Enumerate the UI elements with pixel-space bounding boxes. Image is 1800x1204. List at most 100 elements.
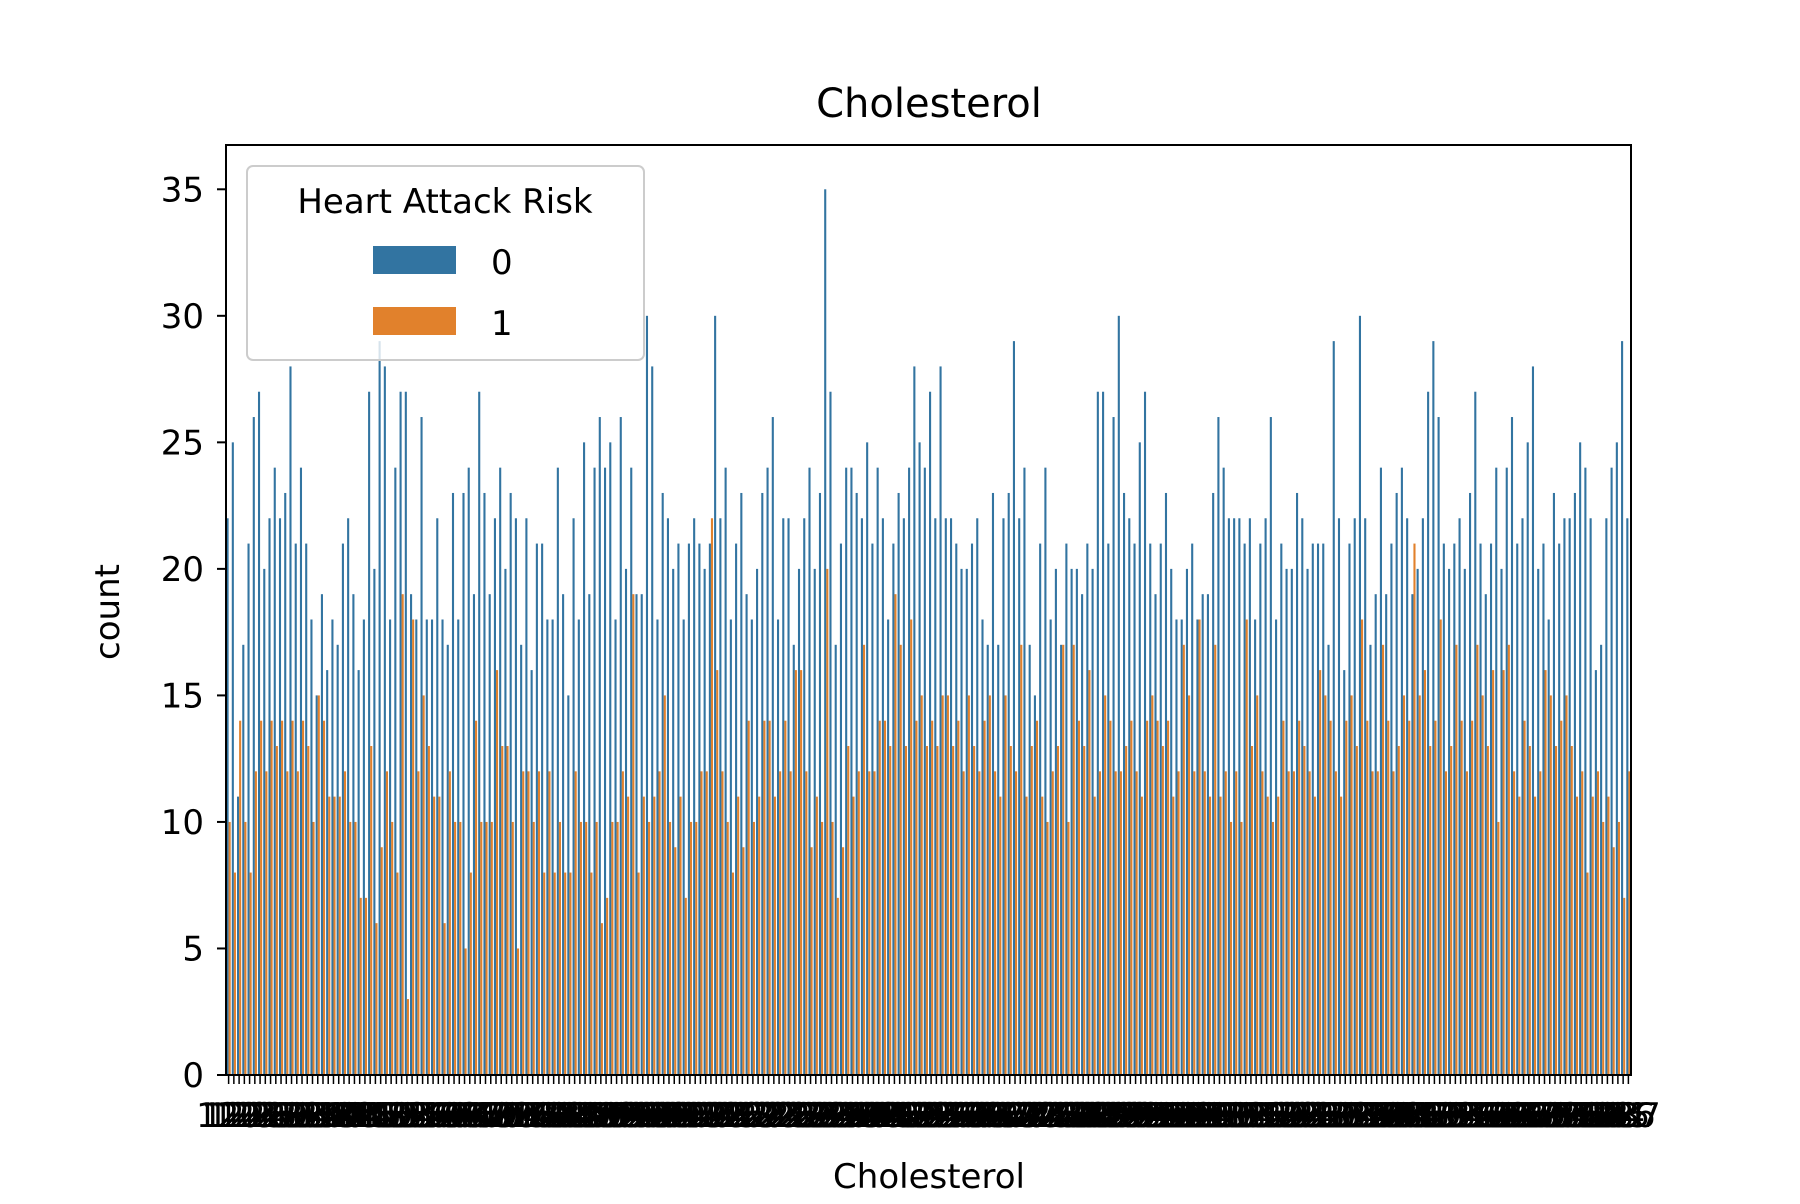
bar-series-0 <box>687 543 690 1075</box>
bar-series-0 <box>813 568 816 1075</box>
bar-series-0 <box>1453 543 1456 1075</box>
bar-series-0 <box>1411 594 1414 1075</box>
bar-series-1 <box>380 847 383 1075</box>
bar-series-1 <box>1051 771 1054 1075</box>
bar-series-0 <box>1589 518 1592 1075</box>
bar-series-1 <box>952 746 955 1075</box>
x-tick-label: 326 <box>1276 1096 1341 1136</box>
x-tick-label: 276 <box>1014 1096 1079 1136</box>
bar-series-0 <box>1039 543 1042 1075</box>
bar-series-0 <box>231 442 234 1076</box>
x-tick-label: 370 <box>1507 1096 1572 1136</box>
x-tick-label: 296 <box>1119 1096 1184 1136</box>
bar-series-1 <box>810 847 813 1075</box>
x-tick-label: 264 <box>951 1096 1016 1136</box>
bar-series-0 <box>509 492 512 1076</box>
x-tick-label: 252 <box>888 1096 953 1136</box>
bar-series-0 <box>1102 391 1105 1076</box>
x-tick-label: 341 <box>1355 1096 1420 1136</box>
bar-series-1 <box>773 796 776 1075</box>
y-axis: 0 5 10 15 20 25 30 35 <box>161 170 226 1096</box>
x-tick-label: 137 <box>285 1096 350 1136</box>
bar-series-0 <box>682 619 685 1075</box>
legend-swatch-series-0 <box>373 246 456 274</box>
bar-series-0 <box>1133 543 1136 1075</box>
y-tick-label: 25 <box>161 423 204 463</box>
bar-series-0 <box>614 619 617 1075</box>
bar-series-0 <box>1432 341 1435 1075</box>
bar-series-1 <box>569 872 572 1075</box>
bar-series-0 <box>619 417 622 1075</box>
bar-series-1 <box>1481 695 1484 1075</box>
bar-series-0 <box>1296 492 1299 1076</box>
bar-series-0 <box>1201 594 1204 1075</box>
bar-series-0 <box>808 467 811 1075</box>
bar-series-0 <box>955 543 958 1075</box>
x-tick-label: 171 <box>464 1096 529 1136</box>
bar-series-1 <box>663 695 666 1075</box>
x-tick-label: 365 <box>1481 1096 1546 1136</box>
bar-series-0 <box>430 619 434 1075</box>
bar-series-0 <box>1170 568 1173 1075</box>
x-tick-label: 189 <box>558 1096 623 1136</box>
x-tick-label: 322 <box>1255 1096 1320 1136</box>
x-tick-label: 140 <box>301 1096 366 1136</box>
x-tick-label: 152 <box>364 1096 429 1136</box>
bar-series-1 <box>406 999 409 1075</box>
x-tick-label: 242 <box>836 1096 901 1136</box>
x-tick-label: 377 <box>1543 1096 1608 1136</box>
x-tick-label: 379 <box>1554 1096 1619 1136</box>
bar-series-1 <box>417 771 420 1075</box>
bar-series-1 <box>370 746 373 1075</box>
x-tick-label: 123 <box>212 1096 277 1136</box>
x-tick-label: 191 <box>568 1096 633 1136</box>
bar-series-0 <box>583 442 586 1076</box>
bar-series-1 <box>1009 746 1012 1075</box>
bar-series-1 <box>516 948 520 1075</box>
bar-series-1 <box>480 821 483 1075</box>
x-tick-label: 225 <box>747 1096 812 1136</box>
bar-series-1 <box>931 720 934 1075</box>
bar-series-1 <box>1402 695 1406 1075</box>
bar-series-1 <box>548 771 551 1075</box>
y-tick-label: 5 <box>182 929 204 969</box>
x-tick-label: 165 <box>432 1096 497 1136</box>
bar-series-0 <box>562 594 565 1075</box>
x-tick-label: 354 <box>1423 1096 1488 1136</box>
bar-series-1 <box>1093 796 1096 1075</box>
bar-series-0 <box>603 467 607 1075</box>
bar-series-1 <box>1077 720 1081 1075</box>
x-tick-label: 210 <box>668 1096 733 1136</box>
bar-series-1 <box>553 872 556 1075</box>
bar-series-0 <box>1217 417 1220 1075</box>
bar-series-0 <box>986 644 989 1075</box>
bar-series-0 <box>294 543 297 1075</box>
x-tick-label: 325 <box>1271 1096 1336 1136</box>
bar-series-0 <box>729 619 732 1075</box>
x-tick-label: 164 <box>427 1096 492 1136</box>
bar-series-0 <box>929 391 932 1076</box>
bar-series-1 <box>343 771 347 1075</box>
x-tick-label: 258 <box>920 1096 985 1136</box>
x-tick-label: 232 <box>783 1096 848 1136</box>
bar-series-0 <box>1563 518 1566 1075</box>
bar-series-0 <box>252 417 255 1075</box>
bar-series-0 <box>1290 568 1293 1075</box>
bar-series-1 <box>1015 771 1018 1075</box>
legend-label-series-0: 0 <box>491 243 513 283</box>
bar-series-0 <box>1427 391 1430 1076</box>
x-tick-label: 385 <box>1585 1096 1650 1136</box>
x-tick-label: 135 <box>275 1096 340 1136</box>
x-tick-label: 229 <box>768 1096 833 1136</box>
bar-series-0 <box>1128 518 1131 1075</box>
x-tick-label: 277 <box>1019 1096 1084 1136</box>
bar-series-0 <box>1060 644 1063 1075</box>
x-tick-label: 279 <box>1030 1096 1095 1136</box>
bar-series-0 <box>1227 518 1230 1075</box>
x-tick-label: 128 <box>238 1096 303 1136</box>
bar-series-0 <box>362 619 365 1075</box>
x-tick-label: 233 <box>789 1096 854 1136</box>
bar-series-1 <box>1109 720 1112 1075</box>
x-tick-label: 281 <box>1040 1096 1105 1136</box>
bar-series-1 <box>710 518 714 1075</box>
